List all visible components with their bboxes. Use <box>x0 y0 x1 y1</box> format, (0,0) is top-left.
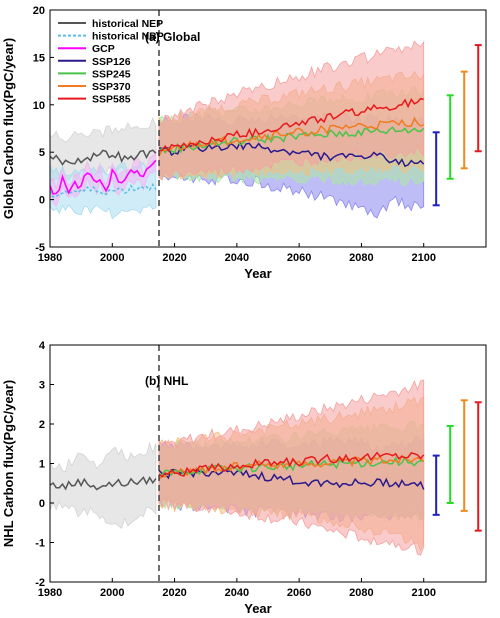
y-tick-label: 1 <box>39 459 45 471</box>
x-axis-label: Year <box>244 601 271 616</box>
legend-item-ssp245: SSP245 <box>58 68 131 80</box>
y-tick-label: 2 <box>39 419 45 431</box>
panel-title: (a) Global <box>145 30 200 44</box>
legend-label: SSP245 <box>92 68 131 80</box>
range-bar-ssp585 <box>474 401 482 532</box>
y-tick-label: 10 <box>33 100 45 112</box>
series-line-ssp585 <box>158 97 424 153</box>
range-bar-ssp126 <box>432 131 440 207</box>
series-line-historical-nep <box>50 476 157 491</box>
series-line-ssp126 <box>158 468 425 490</box>
series-line-historical-nbp <box>50 183 157 198</box>
x-tick-label: 2040 <box>225 252 249 264</box>
x-axis-label: Year <box>244 266 271 281</box>
series-line-historical-nep <box>50 149 157 166</box>
range-bar-ssp245 <box>446 424 454 504</box>
y-tick-label: 0 <box>39 498 45 510</box>
series-line-ssp370 <box>158 116 424 157</box>
y-tick-label: -1 <box>35 538 45 550</box>
legend-label: SSP126 <box>92 56 131 68</box>
x-tick-label: 2020 <box>162 252 186 264</box>
series-line-gcp <box>50 159 157 195</box>
x-tick-label: 2100 <box>411 587 435 599</box>
y-tick-label: 4 <box>39 340 46 352</box>
y-tick-label: -2 <box>35 577 45 589</box>
x-tick-label: 2100 <box>411 252 435 264</box>
legend-label: historical NEP <box>92 18 163 30</box>
x-tick-label: 2000 <box>100 587 124 599</box>
legend-item-historical-nep: historical NEP <box>58 18 163 30</box>
plot-area <box>50 379 425 556</box>
series-line-ssp245 <box>158 126 425 154</box>
range-bar-ssp585 <box>474 44 482 153</box>
plot-frame <box>49 9 487 248</box>
legend-item-historical-nbp: historical NBP <box>58 31 164 43</box>
x-tick-label: 2020 <box>162 587 186 599</box>
range-bar-ssp126 <box>432 454 440 516</box>
x-tick-label: 2080 <box>349 587 373 599</box>
y-axis-label: Global Carbon flux(PgC/year) <box>1 38 16 219</box>
series-line-ssp126 <box>158 140 425 168</box>
y-tick-label: 0 <box>39 195 45 207</box>
x-tick-label: 2000 <box>100 252 124 264</box>
legend-label: SSP585 <box>92 94 131 106</box>
plot-area <box>50 40 425 220</box>
y-tick-label: -5 <box>35 242 45 254</box>
legend-item-ssp585: SSP585 <box>58 94 131 106</box>
x-tick-label: 1980 <box>38 252 62 264</box>
range-bar-ssp370 <box>460 399 468 512</box>
legend-item-ssp370: SSP370 <box>58 81 131 93</box>
range-bar-ssp370 <box>460 70 468 170</box>
y-tick-label: 3 <box>39 380 45 392</box>
x-tick-label: 2060 <box>287 252 311 264</box>
panel-nhl: 1980 2000 2020 2040 2060 2080 2100 -2 -1 0 1 2 3 4 Yea… <box>1 340 487 616</box>
panel-global: 1980 2000 2020 2040 2060 2080 2100 -5 0 5 10 15 20 Ye… <box>1 5 487 281</box>
series-line-ssp585 <box>158 451 425 478</box>
legend-item-ssp126: SSP126 <box>58 56 131 68</box>
y-tick-label: 15 <box>33 52 45 64</box>
x-tick-label: 2080 <box>349 252 373 264</box>
y-tick-label: 20 <box>33 5 45 17</box>
legend-label: GCP <box>92 43 115 55</box>
range-bar-ssp245 <box>446 94 454 180</box>
legend-item-gcp: GCP <box>58 43 115 55</box>
y-axis-label: NHL Carbon flux(PgC/year) <box>1 380 16 547</box>
legend-label: SSP370 <box>92 81 131 93</box>
y-tick-label: 5 <box>39 147 45 159</box>
legend-label: historical NBP <box>92 31 164 43</box>
panel-title: (b) NHL <box>145 374 188 388</box>
band-ssp585 <box>158 40 425 181</box>
x-tick-label: 1980 <box>38 587 62 599</box>
x-tick-label: 2040 <box>225 587 249 599</box>
x-tick-label: 2060 <box>287 587 311 599</box>
